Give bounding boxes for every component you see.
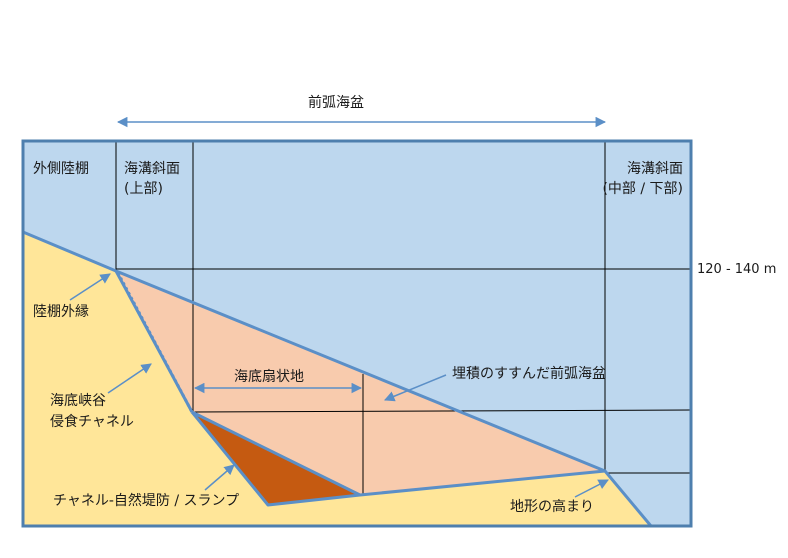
title-label: 前弧海盆: [308, 94, 364, 111]
upper-slope-label-1: 海溝斜面: [124, 161, 180, 177]
canyon-dotted-line: [116, 272, 194, 413]
depth-label: 120 - 140 m: [697, 262, 776, 277]
shelf-edge-arrow: [69, 273, 111, 301]
land-area: [23, 232, 651, 526]
channel-levee-arrow: [204, 464, 235, 491]
grid-lines: [115, 141, 692, 495]
canyon-label-1: 海底峡谷: [50, 393, 106, 409]
shelf-edge-label: 陸棚外縁: [33, 304, 89, 320]
channel-levee-deposit: [192, 412, 360, 505]
mid-slope-label-2: (中部 / 下部): [602, 181, 683, 197]
topographic-high-arrow: [574, 479, 609, 498]
upper-slope-label-2: (上部): [124, 181, 163, 197]
topographic-high-label: 地形の高まり: [510, 498, 594, 515]
canyon-label-2: 侵食チャネル: [50, 413, 134, 430]
fan-label: 海底扇状地: [234, 369, 304, 385]
filled-basin-arrow: [384, 374, 447, 402]
filled-basin-label: 埋積のすすんだ前弧海盆: [452, 365, 606, 382]
canyon-arrow: [107, 363, 152, 394]
outer-shelf-label: 外側陸棚: [33, 161, 89, 177]
channel-levee-label: チャネル-自然堤防 / スランプ: [53, 492, 239, 509]
diagram-frame: [21, 139, 693, 528]
mid-slope-label-1: 海溝斜面: [627, 161, 683, 177]
